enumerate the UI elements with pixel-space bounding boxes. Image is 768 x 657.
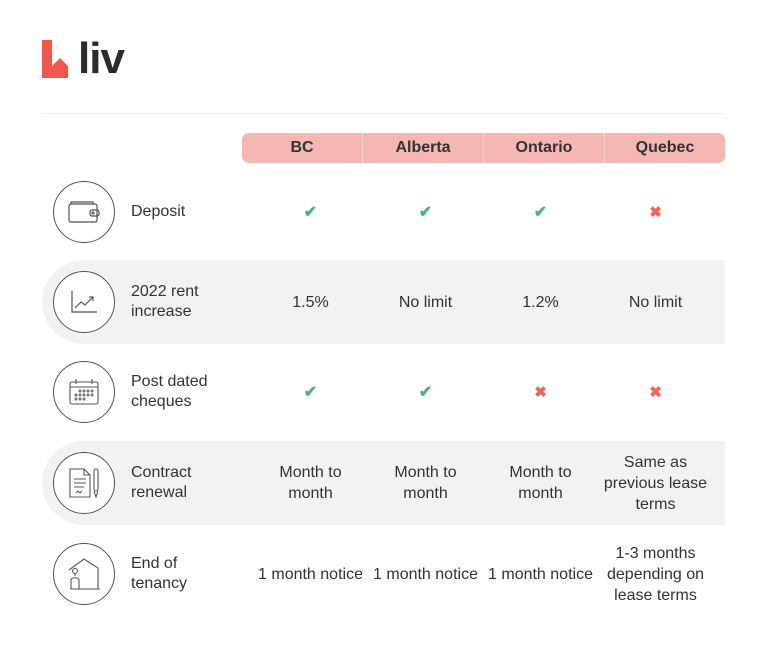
calendar-icon <box>53 361 115 423</box>
trend-chart-icon <box>53 271 115 333</box>
check-icon: ✔ <box>418 383 433 401</box>
table-row: End of tenancy 1 month notice 1 month noti… <box>42 532 725 616</box>
cell: 1 month notice <box>373 565 478 583</box>
cell: ✔ <box>368 382 483 403</box>
row-label: Contract renewal <box>131 464 192 501</box>
column-header-alberta: Alberta <box>362 133 483 163</box>
cell: Month to month <box>279 464 342 502</box>
row-label: 2022 rent increase <box>131 283 199 320</box>
cell: ✔ <box>368 202 483 223</box>
row-label: End of tenancy <box>131 555 188 592</box>
cell: No limit <box>398 293 453 311</box>
table-header: BC Alberta Ontario Quebec <box>242 133 725 163</box>
cell: ✔ <box>483 202 598 223</box>
cell: ✖ <box>598 382 713 403</box>
check-icon: ✔ <box>418 203 433 221</box>
column-header-ontario: Ontario <box>483 133 604 163</box>
check-icon: ✔ <box>533 203 548 221</box>
cell: 1-3 months depending on lease terms <box>607 544 704 604</box>
table-row: Deposit ✔ ✔ ✔ ✖ <box>42 170 725 254</box>
table-row: 2022 rent increase 1.5% No limit 1.2% No lim… <box>42 260 725 344</box>
cell: ✔ <box>253 202 368 223</box>
column-header-bc: BC <box>290 139 314 156</box>
cell: ✖ <box>483 382 598 403</box>
cell: No limit <box>628 293 683 311</box>
column-header-quebec: Quebec <box>604 133 725 163</box>
cell: Same as previous lease terms <box>603 453 708 513</box>
wallet-icon <box>53 181 115 243</box>
table-row: Post dated cheques ✔ ✔ ✖ ✖ <box>42 350 725 434</box>
check-icon: ✔ <box>303 383 318 401</box>
cross-icon: ✖ <box>534 383 547 401</box>
logo-wordmark: liv <box>78 34 125 83</box>
house-person-icon <box>53 543 115 605</box>
liv-logo: liv <box>42 34 125 83</box>
cell: Month to month <box>394 464 457 502</box>
cell: 1 month notice <box>488 565 593 583</box>
row-label: Deposit <box>131 203 186 220</box>
cell: Month to month <box>509 464 572 502</box>
cell: 1 month notice <box>258 565 363 583</box>
row-label: Post dated cheques <box>131 373 208 410</box>
cell: 1.2% <box>522 293 559 311</box>
check-icon: ✔ <box>303 203 318 221</box>
cross-icon: ✖ <box>649 203 662 221</box>
table-row: Contract renewal Month to month Month to m… <box>42 441 725 525</box>
cross-icon: ✖ <box>649 383 662 401</box>
cell: ✖ <box>598 202 713 223</box>
cell: 1.5% <box>292 293 329 311</box>
contract-pen-icon <box>53 452 115 514</box>
divider <box>42 113 725 114</box>
logo-mark-icon <box>42 40 68 78</box>
cell: ✔ <box>253 382 368 403</box>
